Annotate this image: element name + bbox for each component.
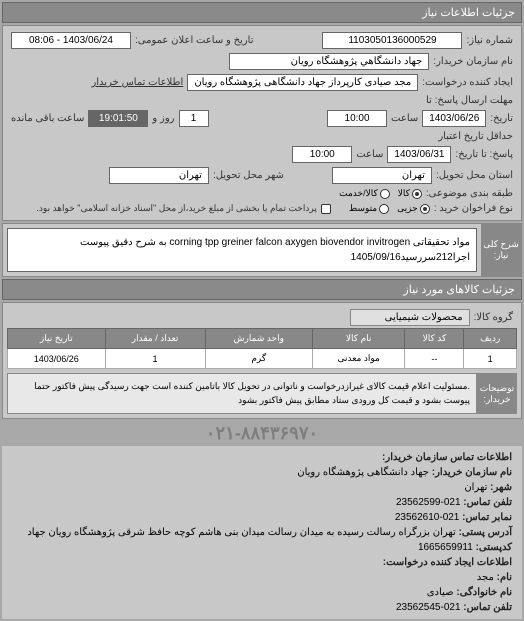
- radio-medium-label: متوسط: [349, 203, 377, 214]
- cphone-label: تلفن تماس:: [463, 602, 512, 613]
- need-type-label: نوع فراخوان خرید :: [434, 203, 513, 214]
- desc-side-label: شرح کلی نیاز:: [481, 224, 521, 276]
- radio-kala[interactable]: کالا: [398, 188, 422, 199]
- payment-check[interactable]: [321, 204, 331, 214]
- creator: مجد صیادی کارپرداز جهاد دانشگاهی پژوهشگا…: [187, 74, 418, 91]
- phone-label: تلفن تماس:: [463, 497, 512, 508]
- radio-medium[interactable]: متوسط: [349, 203, 389, 214]
- radio-icon: [412, 189, 422, 199]
- col-unit: واحد شمارش: [205, 329, 312, 349]
- payment-note: پرداخت تمام یا بخشی از مبلغ خرید،از محل …: [36, 203, 316, 214]
- table-row: 1 -- مواد معدنی گرم 1 1403/06/26: [8, 349, 517, 369]
- validity-date: 1403/06/31: [387, 146, 451, 163]
- note-side-label: توضیحات خریدار:: [477, 373, 517, 414]
- goods-table: ردیف کد کالا نام کالا واحد شمارش تعداد /…: [7, 328, 517, 369]
- delivery-city-label: شهر محل تحویل:: [213, 170, 284, 181]
- radio-kala-label: کالا: [398, 188, 410, 199]
- radio-icon: [379, 204, 389, 214]
- radio-small-label: جزیی: [397, 203, 418, 214]
- cell-name: مواد معدنی: [312, 349, 405, 369]
- announce-label: تاریخ و ساعت اعلان عمومی:: [135, 35, 254, 46]
- need-type-radio-group: جزیی متوسط: [349, 203, 430, 214]
- col-code: کد کالا: [405, 329, 464, 349]
- buyer-name: جهاد دانشگاهي پژوهشگاه رويان: [229, 53, 429, 70]
- category-radio-group: کالا کالا/خدمت: [339, 188, 422, 199]
- cell-code: --: [405, 349, 464, 369]
- desc-box: مواد تحقیقاتی corning tpp greiner falcon…: [7, 228, 477, 272]
- category-label: طبقه بندی موضوعی:: [426, 188, 513, 199]
- postal-value: 1665659911: [418, 542, 473, 553]
- deadline-label1: مهلت ارسال پاسخ: تا: [426, 95, 513, 106]
- goods-header: جزئیات کالاهای مورد نیاز: [2, 279, 522, 300]
- goods-section: گروه کالا: محصولات شیمیایی ردیف کد کالا …: [2, 302, 522, 419]
- remaining-label: ساعت باقی مانده: [11, 113, 84, 124]
- radio-small[interactable]: جزیی: [397, 203, 430, 214]
- cell-row: 1: [464, 349, 517, 369]
- cell-unit: گرم: [205, 349, 312, 369]
- cphone-value: 021-23562545: [396, 602, 461, 613]
- city-value: تهران: [464, 482, 487, 493]
- deadline-label2: تاریخ:: [490, 113, 513, 124]
- cname-value: مجد: [477, 572, 494, 583]
- goods-header-title: جزئیات کالاهای مورد نیاز: [403, 284, 515, 296]
- buyer-contact-link[interactable]: اطلاعات تماس خریدار: [91, 77, 183, 88]
- cname-label: نام:: [497, 572, 512, 583]
- page-header: جزئیات اطلاعات نیاز: [2, 2, 522, 23]
- days-label: روز و: [152, 113, 174, 124]
- radio-khadamat-label: کالا/خدمت: [339, 188, 378, 199]
- org-label: نام سازمان خریدار:: [432, 467, 512, 478]
- desc-section: شرح کلی نیاز: مواد تحقیقاتی corning tpp …: [2, 223, 522, 277]
- delivery-state: تهران: [332, 167, 432, 184]
- cell-qty: 1: [105, 349, 205, 369]
- buyer-name-label: نام سازمان خریدار:: [433, 56, 513, 67]
- remaining-days: 1: [179, 110, 209, 127]
- group-value: محصولات شیمیایی: [350, 309, 470, 326]
- buyer-note: .مسئولیت اعلام قیمت کالای غیرازدرخواست و…: [7, 373, 477, 414]
- delivery-city: تهران: [109, 167, 209, 184]
- checkbox-icon: [321, 204, 331, 214]
- fax-label: نمابر تماس:: [462, 512, 512, 523]
- desc-text1: مواد تحقیقاتی corning tpp greiner falcon…: [14, 235, 470, 250]
- contact-header: اطلاعات تماس سازمان خریدار:: [6, 450, 518, 465]
- phone-value: 021-23562599: [396, 497, 461, 508]
- col-row: ردیف: [464, 329, 517, 349]
- remaining-time: 19:01:50: [88, 110, 148, 127]
- postal-label: کدپستی:: [476, 542, 512, 553]
- col-name: نام کالا: [312, 329, 405, 349]
- desc-text2: اجرا212سررسید1405/09/16: [14, 250, 470, 265]
- cell-date: 1403/06/26: [8, 349, 106, 369]
- col-date: تاریخ نیاز: [8, 329, 106, 349]
- deadline-date: 1403/06/26: [422, 110, 486, 127]
- col-qty: تعداد / مقدار: [105, 329, 205, 349]
- deadline-time: 10:00: [327, 110, 387, 127]
- watermark-phone: ۰۲۱-۸۸۴۳۶۹۷۰: [2, 421, 522, 446]
- announce-value: 1403/06/24 - 08:06: [11, 32, 131, 49]
- delivery-state-label: استان محل تحویل:: [436, 170, 513, 181]
- validity-time: 10:00: [292, 146, 352, 163]
- creator-header: اطلاعات ایجاد کننده درخواست:: [6, 555, 518, 570]
- radio-icon: [420, 204, 430, 214]
- cfamily-value: صیادی: [427, 587, 454, 598]
- address-value: تهران بزرگراه رسالت رسیده به میدان رسالت…: [27, 527, 455, 538]
- validity-label2: پاسخ: تا تاریخ:: [455, 149, 513, 160]
- creator-label: ایجاد کننده درخواست:: [422, 77, 513, 88]
- table-header-row: ردیف کد کالا نام کالا واحد شمارش تعداد /…: [8, 329, 517, 349]
- address-label: آدرس پستی:: [459, 527, 512, 538]
- time-label-1: ساعت: [391, 113, 418, 124]
- req-number: 1103050136000529: [322, 32, 462, 49]
- contact-section: اطلاعات تماس سازمان خریدار: نام سازمان خ…: [2, 446, 522, 619]
- city-label: شهر:: [490, 482, 512, 493]
- req-number-label: شماره نیاز:: [466, 35, 513, 46]
- time-label-2: ساعت: [356, 149, 383, 160]
- validity-label1: حداقل تاریخ اعتبار: [438, 131, 513, 142]
- cfamily-label: نام خانوادگی:: [456, 587, 512, 598]
- group-label: گروه کالا:: [474, 312, 513, 323]
- fax-value: 021-23562610: [395, 512, 460, 523]
- header-title: جزئیات اطلاعات نیاز: [422, 7, 515, 19]
- info-section: شماره نیاز: 1103050136000529 تاریخ و ساع…: [2, 25, 522, 221]
- org-value: جهاد دانشگاهی پژوهشگاه رویان: [297, 467, 429, 478]
- radio-khadamat[interactable]: کالا/خدمت: [339, 188, 390, 199]
- radio-icon: [380, 189, 390, 199]
